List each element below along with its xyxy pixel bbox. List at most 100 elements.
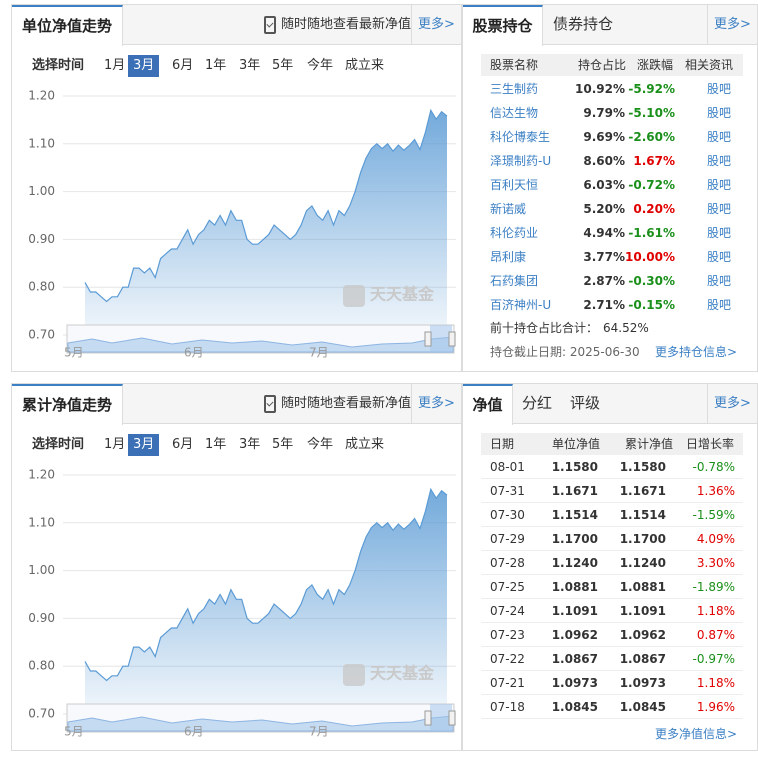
range-button[interactable]: 成立来	[345, 437, 385, 452]
total-label: 前十持仓占比合计：	[490, 321, 599, 335]
row-line	[481, 598, 743, 599]
y-tick-label: 0.70	[28, 328, 55, 342]
stock-name[interactable]: 信达生物	[490, 106, 539, 120]
forum-link[interactable]: 股吧	[706, 106, 731, 120]
nav-chart: 0.70 0.80 0.90 1.00 1.10 1.20 天天基金 5月 6月 7月	[28, 89, 456, 360]
daily-change: 1.36%	[696, 484, 735, 498]
unit-nav: 1.0845	[551, 700, 598, 714]
weight: 3.77%	[583, 250, 625, 264]
y-tick-label: 0.80	[28, 280, 55, 294]
range-button[interactable]: 1月	[104, 437, 126, 452]
range-button[interactable]: 1年	[205, 58, 227, 73]
y-tick-label: 0.80	[28, 659, 55, 673]
range-button[interactable]: 1月	[104, 58, 126, 73]
acc-nav: 1.1671	[619, 484, 666, 498]
tab[interactable]: 评级	[569, 394, 600, 412]
y-tick-label: 1.10	[28, 136, 55, 150]
phone-arrow	[266, 20, 274, 28]
stock-name[interactable]: 科伦博泰生	[490, 130, 551, 144]
date: 07-28	[490, 556, 525, 570]
area	[85, 489, 447, 714]
more-link[interactable]: 更多>	[707, 5, 757, 45]
acc-nav: 1.1580	[619, 460, 666, 474]
daily-change: -0.78%	[692, 460, 735, 474]
range-button[interactable]: 今年	[307, 437, 334, 452]
range-button[interactable]: 3月	[128, 434, 160, 456]
row-line	[481, 574, 743, 575]
active-tab[interactable]: 累计净值走势	[12, 384, 123, 425]
y-tick-label: 1.20	[28, 468, 55, 482]
date: 07-25	[490, 580, 525, 594]
range-button[interactable]: 1年	[205, 437, 227, 452]
stock-name[interactable]: 百利天恒	[490, 178, 539, 192]
range-button[interactable]: 3年	[239, 437, 261, 452]
range-button[interactable]: 5年	[272, 58, 294, 73]
tab[interactable]: 债券持仓	[552, 15, 613, 33]
forum-link[interactable]: 股吧	[706, 178, 731, 192]
daily-change: 1.96%	[696, 700, 735, 714]
forum-link[interactable]: 股吧	[706, 250, 731, 264]
range-button[interactable]: 3月	[128, 55, 160, 77]
unit-nav: 1.0973	[551, 676, 598, 690]
y-tick-label: 1.10	[28, 515, 55, 529]
date: 07-30	[490, 508, 525, 522]
panel: 净值 分红 评级 更多> 日期 单位净值 累计净值 日增长率 08-01 1.1580 1.1580…	[462, 383, 758, 751]
more-link[interactable]: 更多>	[411, 5, 461, 45]
more-link[interactable]: 更多>	[411, 384, 461, 424]
forum-link[interactable]: 股吧	[706, 130, 731, 144]
forum-link[interactable]: 股吧	[706, 202, 731, 216]
forum-link[interactable]: 股吧	[706, 298, 731, 312]
unit-nav: 1.1514	[551, 508, 598, 522]
line	[84, 487, 448, 682]
more-holdings[interactable]: 更多持仓信息>	[655, 345, 738, 359]
navigator-handle	[424, 331, 432, 347]
range-label: 选择时间	[32, 58, 85, 73]
app-link[interactable]: 随时随地查看最新净值	[281, 17, 412, 32]
active-tab[interactable]: 单位净值走势	[12, 5, 123, 46]
stock-name[interactable]: 三生制药	[490, 82, 539, 96]
range-button[interactable]: 成立来	[345, 58, 385, 73]
watermark-logo	[343, 285, 365, 307]
stock-name[interactable]: 石药集团	[490, 274, 539, 288]
row-line	[481, 646, 743, 647]
unit-nav: 1.1580	[551, 460, 598, 474]
forum-link[interactable]: 股吧	[706, 154, 731, 168]
stock-name[interactable]: 泽璟制药-U	[490, 154, 552, 168]
daily-change: -0.97%	[692, 652, 735, 666]
forum-link[interactable]: 股吧	[706, 226, 731, 240]
unit-nav: 1.0867	[551, 652, 598, 666]
stock-name[interactable]: 科伦药业	[490, 226, 539, 240]
change: -0.15%	[628, 298, 675, 312]
range-button[interactable]: 5年	[272, 437, 294, 452]
unit-nav: 1.1091	[551, 604, 598, 618]
range-button[interactable]: 今年	[307, 58, 334, 73]
app-link[interactable]: 随时随地查看最新净值	[281, 396, 412, 411]
unit-nav: 1.1671	[551, 484, 598, 498]
forum-link[interactable]: 股吧	[706, 274, 731, 288]
more-nav[interactable]: 更多净值信息>	[655, 727, 738, 741]
stock-name[interactable]: 昂利康	[490, 250, 527, 264]
daily-change: -1.59%	[692, 508, 735, 522]
total-value: 64.52%	[603, 321, 649, 335]
forum-link[interactable]: 股吧	[706, 82, 731, 96]
unit-nav: 1.0881	[551, 580, 598, 594]
range-label: 选择时间	[32, 437, 85, 452]
column-header: 相关资讯	[684, 58, 733, 72]
panel: 累计净值走势 随时随地查看最新净值 更多> 选择时间 1月 3月 6月 1年 3年 5年 今年 成立来…	[11, 383, 462, 751]
range-button[interactable]: 6月	[172, 437, 194, 452]
tab[interactable]: 分红	[521, 394, 552, 412]
daily-change: 1.18%	[696, 676, 735, 690]
range-button[interactable]: 6月	[172, 58, 194, 73]
more-link[interactable]: 更多>	[707, 384, 757, 424]
weight: 9.79%	[583, 106, 625, 120]
change: -0.72%	[628, 178, 675, 192]
tab[interactable]: 净值	[463, 384, 513, 425]
tab[interactable]: 股票持仓	[463, 5, 543, 46]
acc-nav: 1.0973	[619, 676, 666, 690]
stock-name[interactable]: 新诺威	[490, 202, 527, 216]
range-button[interactable]: 3年	[239, 58, 261, 73]
stock-name[interactable]: 百济神州-U	[490, 298, 552, 312]
column-header: 累计净值	[624, 437, 673, 451]
change: 10.00%	[625, 250, 675, 264]
